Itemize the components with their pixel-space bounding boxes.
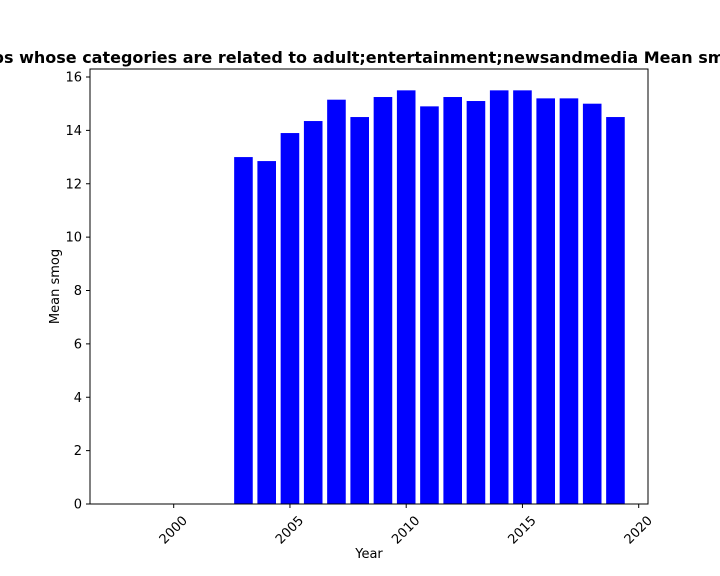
bar-2017	[559, 98, 579, 505]
x-tick-label: 2010	[389, 513, 423, 547]
bar-2013	[466, 101, 486, 505]
chart-title: Percentage of apps whose categories are …	[0, 48, 720, 67]
bar-2003	[234, 157, 253, 504]
y-tick-label: 14	[65, 124, 82, 139]
y-tick-label: 0	[74, 498, 82, 513]
y-tick-label: 6	[74, 337, 82, 352]
bar-2004	[257, 161, 276, 504]
bar-2019	[606, 117, 625, 504]
y-tick-label: 4	[74, 391, 82, 406]
x-tick-label: 2020	[622, 513, 656, 547]
bar-2015	[513, 90, 532, 504]
x-tick-label: 2005	[273, 513, 307, 547]
bars-group	[234, 90, 625, 505]
bar-2011	[420, 106, 439, 505]
plot-frame	[89, 68, 649, 505]
bar-2005	[280, 133, 300, 505]
bar-2007	[327, 99, 346, 504]
bar-2012	[443, 97, 462, 505]
y-axis-label: Mean smog	[48, 249, 63, 324]
x-axis-ticks: 2000 2005 2010 2015 2020	[157, 504, 656, 547]
bar-2009	[373, 97, 393, 505]
x-axis-label: Year	[354, 547, 383, 562]
x-tick-label: 2000	[157, 513, 191, 547]
bar-2016	[536, 98, 555, 505]
x-tick-label: 2015	[505, 513, 539, 547]
y-tick-label: 12	[65, 177, 82, 192]
bar-2018	[582, 103, 602, 504]
bar-2014	[489, 90, 509, 504]
y-axis-ticks: 0 2 4 6 8 10 12 14 16	[65, 71, 90, 513]
bar-2008	[350, 117, 369, 504]
y-tick-label: 2	[74, 444, 82, 459]
y-tick-label: 16	[65, 71, 82, 86]
bar-2010	[396, 90, 416, 504]
y-tick-label: 8	[74, 284, 82, 299]
bar-2006	[303, 121, 323, 504]
y-tick-label: 10	[65, 231, 82, 246]
